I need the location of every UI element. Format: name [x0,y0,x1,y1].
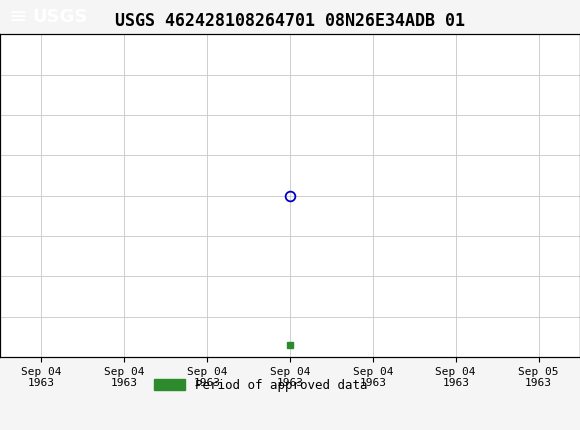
Text: USGS: USGS [32,8,87,26]
Legend: Period of approved data: Period of approved data [149,374,373,397]
Text: ≡: ≡ [9,7,27,27]
Title: USGS 462428108264701 08N26E34ADB 01: USGS 462428108264701 08N26E34ADB 01 [115,12,465,30]
